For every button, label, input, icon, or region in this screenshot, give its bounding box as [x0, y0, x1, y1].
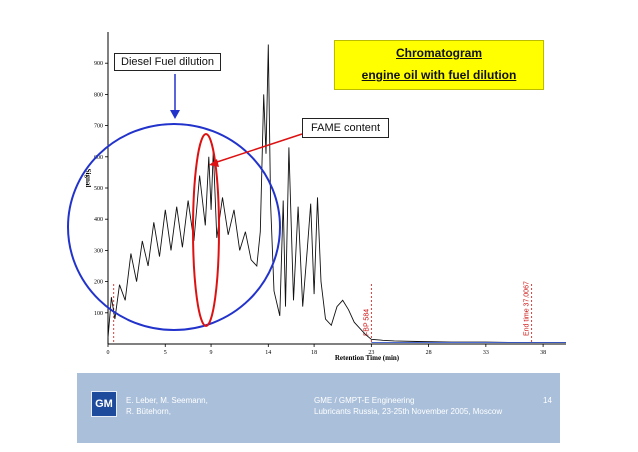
x-tick-label: 5 — [164, 350, 167, 356]
footer-authors-line2: R. Bütehorn, — [126, 407, 171, 416]
x-axis-label: Retention Time (min) — [335, 354, 400, 362]
footer-event-line2: Lubricants Russia, 23-25th November 2005… — [314, 407, 503, 416]
page-number: 14 — [543, 396, 552, 405]
chart-title: Chromatogram — [395, 46, 482, 60]
annotation-marker-label: FBP 584 — [363, 309, 370, 336]
fame-callout: FAME content — [302, 118, 390, 138]
annotation-marker-label: End time 37.0067 — [524, 281, 531, 336]
footer-event-line1: GME / GMPT-E Engineering — [314, 396, 415, 405]
y-tick-label: 400 — [94, 217, 103, 223]
diesel-callout: Diesel Fuel dilution — [114, 53, 221, 71]
y-tick-label: 500 — [94, 186, 103, 192]
y-tick-label: 900 — [94, 61, 103, 67]
y-tick-label: 600 — [94, 155, 103, 161]
x-tick-label: 23 — [368, 350, 374, 356]
y-tick-label: 800 — [94, 92, 103, 98]
x-tick-label: 33 — [483, 350, 489, 356]
y-tick-label: 100 — [94, 311, 103, 317]
gm-logo: GM — [91, 391, 117, 417]
x-tick-label: 18 — [311, 350, 317, 356]
x-tick-label: 14 — [265, 350, 271, 356]
x-tick-label: 9 — [210, 350, 213, 356]
footer-authors-line1: E. Leber, M. Seemann, — [126, 396, 208, 405]
x-tick-label: 0 — [107, 350, 110, 356]
chart-subtitle: engine oil with fuel dilution — [361, 68, 517, 82]
slide-footer: GM E. Leber, M. Seemann, R. Bütehorn, GM… — [77, 373, 560, 443]
y-tick-label: 200 — [94, 280, 103, 286]
y-tick-label: 300 — [94, 248, 103, 254]
x-tick-label: 38 — [540, 350, 546, 356]
y-tick-label: 700 — [94, 124, 103, 130]
y-axis-label: Signal — [84, 169, 92, 188]
x-tick-label: 28 — [426, 350, 432, 356]
title-box: Chromatogram engine oil with fuel diluti… — [334, 40, 544, 90]
